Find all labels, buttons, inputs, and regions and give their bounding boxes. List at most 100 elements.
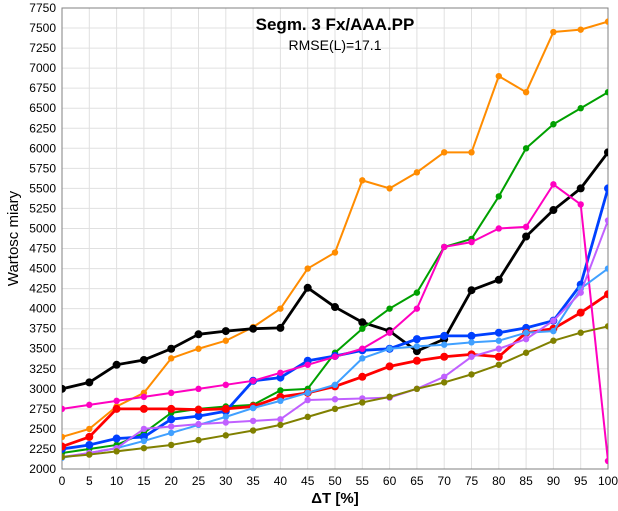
series-marker-olive [605,323,611,329]
series-marker-olive [86,451,92,457]
y-tick-label: 5250 [29,201,56,215]
y-tick-label: 2500 [29,422,56,436]
series-marker-orange [441,149,447,155]
series-marker-red [413,357,421,365]
series-marker-olive [195,437,201,443]
series-marker-magenta [441,244,447,250]
series-marker-orange [359,177,365,183]
y-tick-label: 3000 [29,382,56,396]
series-marker-green [386,305,392,311]
series-marker-violet [332,396,338,402]
series-marker-black [549,206,557,214]
series-marker-magenta [605,458,611,464]
series-marker-black [113,361,121,369]
series-marker-black [140,356,148,364]
y-tick-label: 2750 [29,402,56,416]
series-marker-lightblue [605,265,611,271]
series-marker-magenta [250,378,256,384]
x-tick-label: 10 [110,474,124,488]
y-tick-label: 4750 [29,242,56,256]
series-marker-black [304,284,312,292]
series-marker-orange [195,346,201,352]
series-marker-red [113,405,121,413]
series-marker-lightblue [496,338,502,344]
series-marker-olive [496,362,502,368]
series-marker-blue [495,329,503,337]
series-marker-lightblue [332,382,338,388]
series-marker-violet [168,423,174,429]
series-marker-olive [578,330,584,336]
series-marker-violet [496,346,502,352]
series-marker-orange [523,89,529,95]
series-marker-magenta [59,406,65,412]
y-tick-label: 5500 [29,181,56,195]
x-tick-label: 75 [465,474,479,488]
series-marker-red [140,405,148,413]
x-tick-label: 85 [519,474,533,488]
y-tick-label: 3250 [29,362,56,376]
series-marker-magenta [86,402,92,408]
series-marker-violet [605,217,611,223]
series-marker-lightblue [250,405,256,411]
x-tick-label: 30 [219,474,233,488]
series-marker-black [468,286,476,294]
series-marker-black [167,345,175,353]
series-marker-green [523,145,529,151]
series-marker-violet [223,419,229,425]
x-tick-label: 60 [383,474,397,488]
series-marker-violet [141,426,147,432]
series-marker-blue [167,415,175,423]
series-marker-orange [168,355,174,361]
series-marker-green [359,325,365,331]
series-marker-lightblue [523,330,529,336]
series-marker-black [58,385,66,393]
series-marker-green [277,387,283,393]
series-marker-violet [468,354,474,360]
series-marker-blue [85,441,93,449]
series-marker-black [85,378,93,386]
series-marker-red [495,353,503,361]
series-marker-orange [468,149,474,155]
x-tick-label: 55 [356,474,370,488]
series-marker-violet [523,336,529,342]
series-marker-red [58,443,66,451]
series-marker-lightblue [223,414,229,420]
series-marker-magenta [113,398,119,404]
series-marker-lightblue [550,328,556,334]
series-marker-red [604,290,612,298]
y-tick-label: 4000 [29,302,56,316]
series-marker-orange [59,434,65,440]
series-marker-olive [277,422,283,428]
y-tick-label: 7000 [29,61,56,75]
series-marker-olive [468,371,474,377]
series-marker-magenta [468,239,474,245]
series-marker-lightblue [168,430,174,436]
series-marker-orange [305,265,311,271]
series-marker-red [386,362,394,370]
x-tick-label: 20 [165,474,179,488]
series-marker-green [414,289,420,295]
series-marker-magenta [195,386,201,392]
series-marker-magenta [305,362,311,368]
series-marker-orange [578,26,584,32]
series-marker-magenta [168,390,174,396]
series-marker-orange [414,169,420,175]
x-tick-label: 95 [574,474,588,488]
series-marker-green [578,105,584,111]
series-marker-orange [86,426,92,432]
series-marker-red [85,433,93,441]
series-marker-magenta [386,330,392,336]
series-marker-olive [550,338,556,344]
series-marker-red [195,406,203,414]
y-tick-label: 7500 [29,21,56,35]
series-marker-olive [414,386,420,392]
y-tick-label: 4250 [29,282,56,296]
series-marker-orange [386,185,392,191]
series-marker-black [276,324,284,332]
series-marker-orange [332,249,338,255]
series-marker-olive [359,399,365,405]
series-marker-green [550,121,556,127]
x-axis-label: ΔT [%] [311,490,358,507]
y-tick-label: 7250 [29,41,56,55]
series-marker-green [605,89,611,95]
